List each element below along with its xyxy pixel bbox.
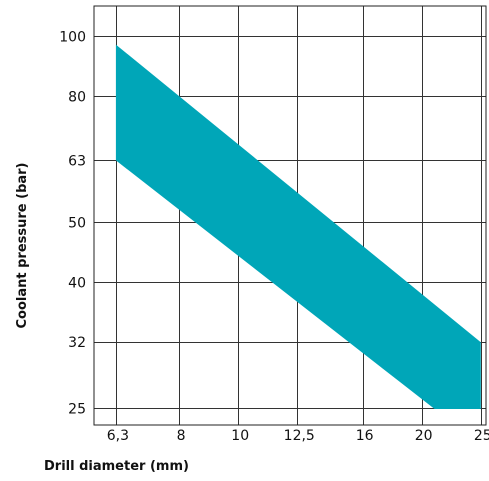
x-tick-label: 6,3 <box>107 428 129 444</box>
x-tick-label: 16 <box>356 428 374 444</box>
y-tick-labels: 25 32 40 50 63 80 100 <box>59 29 86 417</box>
y-tick-label: 32 <box>68 335 86 351</box>
y-tick-label: 100 <box>59 29 86 45</box>
y-axis-title: Coolant pressure (bar) <box>15 162 30 328</box>
x-tick-label: 10 <box>231 428 249 444</box>
y-tick-label: 63 <box>68 153 86 169</box>
x-tick-label: 25 <box>474 428 489 444</box>
x-axis-title: Drill diameter (mm) <box>44 459 189 474</box>
x-tick-labels: 6,3 8 10 12,5 16 20 25 <box>107 428 489 444</box>
x-tick-label: 20 <box>415 428 433 444</box>
y-tick-label: 80 <box>68 89 86 105</box>
y-tick-label: 40 <box>68 275 86 291</box>
y-tick-label: 50 <box>68 215 86 231</box>
x-tick-label: 12,5 <box>284 428 315 444</box>
plot-frame <box>93 5 487 426</box>
coolant-pressure-band <box>115 44 481 409</box>
y-tick-label: 25 <box>68 401 86 417</box>
x-tick-label: 8 <box>177 428 186 444</box>
